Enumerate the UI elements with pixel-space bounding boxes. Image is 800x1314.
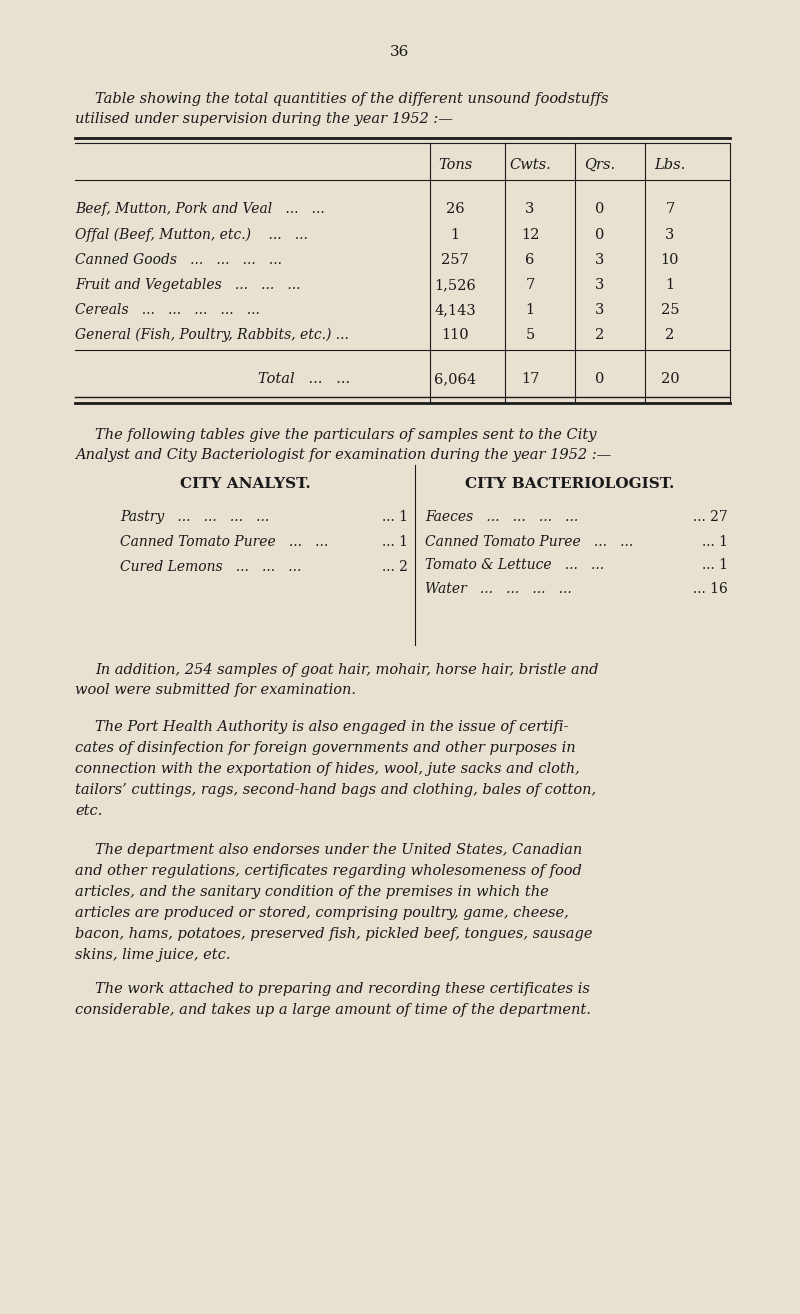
Text: Cwts.: Cwts.	[509, 158, 551, 172]
Text: 3: 3	[526, 202, 534, 215]
Text: ... 2: ... 2	[382, 560, 408, 574]
Text: 12: 12	[521, 229, 539, 242]
Text: tailors’ cuttings, rags, second-hand bags and clothing, bales of cotton,: tailors’ cuttings, rags, second-hand bag…	[75, 783, 596, 798]
Text: 1: 1	[450, 229, 459, 242]
Text: utilised under supervision during the year 1952 :—: utilised under supervision during the ye…	[75, 112, 453, 126]
Text: Total   ...   ...: Total ... ...	[258, 372, 350, 386]
Text: ... 1: ... 1	[382, 510, 408, 524]
Text: In addition, 254 samples of goat hair, mohair, horse hair, bristle and: In addition, 254 samples of goat hair, m…	[95, 664, 598, 677]
Text: Table showing the total quantities of the different unsound foodstuffs: Table showing the total quantities of th…	[95, 92, 609, 106]
Text: 1,526: 1,526	[434, 279, 476, 292]
Text: 2: 2	[666, 328, 674, 342]
Text: Beef, Mutton, Pork and Veal   ...   ...: Beef, Mutton, Pork and Veal ... ...	[75, 202, 325, 215]
Text: Fruit and Vegetables   ...   ...   ...: Fruit and Vegetables ... ... ...	[75, 279, 301, 292]
Text: 6,064: 6,064	[434, 372, 476, 386]
Text: wool were submitted for examination.: wool were submitted for examination.	[75, 683, 356, 696]
Text: 3: 3	[666, 229, 674, 242]
Text: connection with the exportation of hides, wool, jute sacks and cloth,: connection with the exportation of hides…	[75, 762, 580, 777]
Text: 7: 7	[526, 279, 534, 292]
Text: Pastry   ...   ...   ...   ...: Pastry ... ... ... ...	[120, 510, 270, 524]
Text: Faeces   ...   ...   ...   ...: Faeces ... ... ... ...	[425, 510, 578, 524]
Text: The following tables give the particulars of samples sent to the City: The following tables give the particular…	[95, 428, 597, 442]
Text: etc.: etc.	[75, 804, 102, 819]
Text: articles, and the sanitary condition of the premises in which the: articles, and the sanitary condition of …	[75, 886, 549, 899]
Text: 2: 2	[595, 328, 605, 342]
Text: 20: 20	[661, 372, 679, 386]
Text: Cereals   ...   ...   ...   ...   ...: Cereals ... ... ... ... ...	[75, 304, 260, 317]
Text: articles are produced or stored, comprising poultry, game, cheese,: articles are produced or stored, compris…	[75, 905, 569, 920]
Text: 3: 3	[595, 279, 605, 292]
Text: cates of disinfection for foreign governments and other purposes in: cates of disinfection for foreign govern…	[75, 741, 576, 756]
Text: 6: 6	[526, 254, 534, 267]
Text: Canned Goods   ...   ...   ...   ...: Canned Goods ... ... ... ...	[75, 254, 282, 267]
Text: 3: 3	[595, 304, 605, 317]
Text: CITY ANALYST.: CITY ANALYST.	[180, 477, 310, 491]
Text: ... 1: ... 1	[702, 535, 728, 549]
Text: 10: 10	[661, 254, 679, 267]
Text: CITY BACTERIOLOGIST.: CITY BACTERIOLOGIST.	[466, 477, 674, 491]
Text: Analyst and City Bacteriologist for examination during the year 1952 :—: Analyst and City Bacteriologist for exam…	[75, 448, 611, 463]
Text: and other regulations, certificates regarding wholesomeness of food: and other regulations, certificates rega…	[75, 865, 582, 878]
Text: The Port Health Authority is also engaged in the issue of certifi-: The Port Health Authority is also engage…	[95, 720, 569, 735]
Text: Water   ...   ...   ...   ...: Water ... ... ... ...	[425, 582, 572, 597]
Text: 0: 0	[595, 202, 605, 215]
Text: The work attached to preparing and recording these certificates is: The work attached to preparing and recor…	[95, 982, 590, 996]
Text: 3: 3	[595, 254, 605, 267]
Text: 4,143: 4,143	[434, 304, 476, 317]
Text: Lbs.: Lbs.	[654, 158, 686, 172]
Text: 17: 17	[521, 372, 539, 386]
Text: ... 16: ... 16	[694, 582, 728, 597]
Text: The department also endorses under the United States, Canadian: The department also endorses under the U…	[95, 844, 582, 857]
Text: 25: 25	[661, 304, 679, 317]
Text: Qrs.: Qrs.	[585, 158, 615, 172]
Text: 110: 110	[441, 328, 469, 342]
Text: 1: 1	[526, 304, 534, 317]
Text: bacon, hams, potatoes, preserved fish, pickled beef, tongues, sausage: bacon, hams, potatoes, preserved fish, p…	[75, 926, 593, 941]
Text: Cured Lemons   ...   ...   ...: Cured Lemons ... ... ...	[120, 560, 302, 574]
Text: ... 1: ... 1	[702, 558, 728, 572]
Text: Canned Tomato Puree   ...   ...: Canned Tomato Puree ... ...	[120, 535, 328, 549]
Text: 7: 7	[666, 202, 674, 215]
Text: 1: 1	[666, 279, 674, 292]
Text: General (Fish, Poultry, Rabbits, etc.) ...: General (Fish, Poultry, Rabbits, etc.) .…	[75, 328, 349, 343]
Text: Tomato & Lettuce   ...   ...: Tomato & Lettuce ... ...	[425, 558, 604, 572]
Text: ... 27: ... 27	[694, 510, 728, 524]
Text: Canned Tomato Puree   ...   ...: Canned Tomato Puree ... ...	[425, 535, 634, 549]
Text: 36: 36	[390, 45, 410, 59]
Text: considerable, and takes up a large amount of time of the department.: considerable, and takes up a large amoun…	[75, 1003, 591, 1017]
Text: Tons: Tons	[438, 158, 472, 172]
Text: 257: 257	[441, 254, 469, 267]
Text: ... 1: ... 1	[382, 535, 408, 549]
Text: 0: 0	[595, 372, 605, 386]
Text: Offal (Beef, Mutton, etc.)    ...   ...: Offal (Beef, Mutton, etc.) ... ...	[75, 229, 308, 242]
Text: 26: 26	[446, 202, 464, 215]
Text: 5: 5	[526, 328, 534, 342]
Text: 0: 0	[595, 229, 605, 242]
Text: skins, lime juice, etc.: skins, lime juice, etc.	[75, 947, 230, 962]
